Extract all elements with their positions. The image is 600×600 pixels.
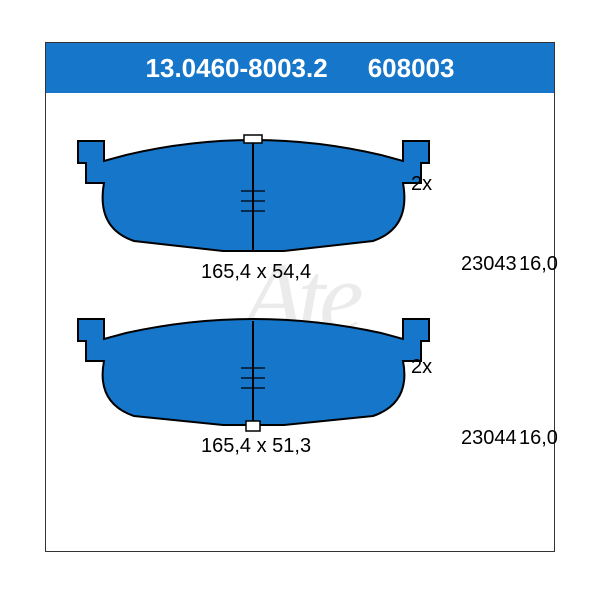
- dimension-label-2: 165,4 x 51,3: [201, 435, 311, 458]
- qty-label-1: 2x: [411, 173, 432, 196]
- dimension-label-1: 165,4 x 54,4: [201, 261, 311, 284]
- frame: 13.0460-8003.2 608003 Ate: [45, 42, 555, 552]
- part-number: 13.0460-8003.2: [146, 53, 328, 84]
- thickness-2: 16,0: [519, 427, 558, 450]
- brake-pad-bottom: [76, 313, 431, 433]
- short-code: 608003: [368, 53, 455, 84]
- diagram-container: 13.0460-8003.2 608003 Ate: [0, 0, 600, 600]
- brake-pad-top: [76, 133, 431, 258]
- thickness-1: 16,0: [519, 253, 558, 276]
- ref-code-2: 23044: [461, 427, 517, 450]
- qty-label-2: 2x: [411, 356, 432, 379]
- header: 13.0460-8003.2 608003: [46, 43, 554, 93]
- ref-code-1: 23043: [461, 253, 517, 276]
